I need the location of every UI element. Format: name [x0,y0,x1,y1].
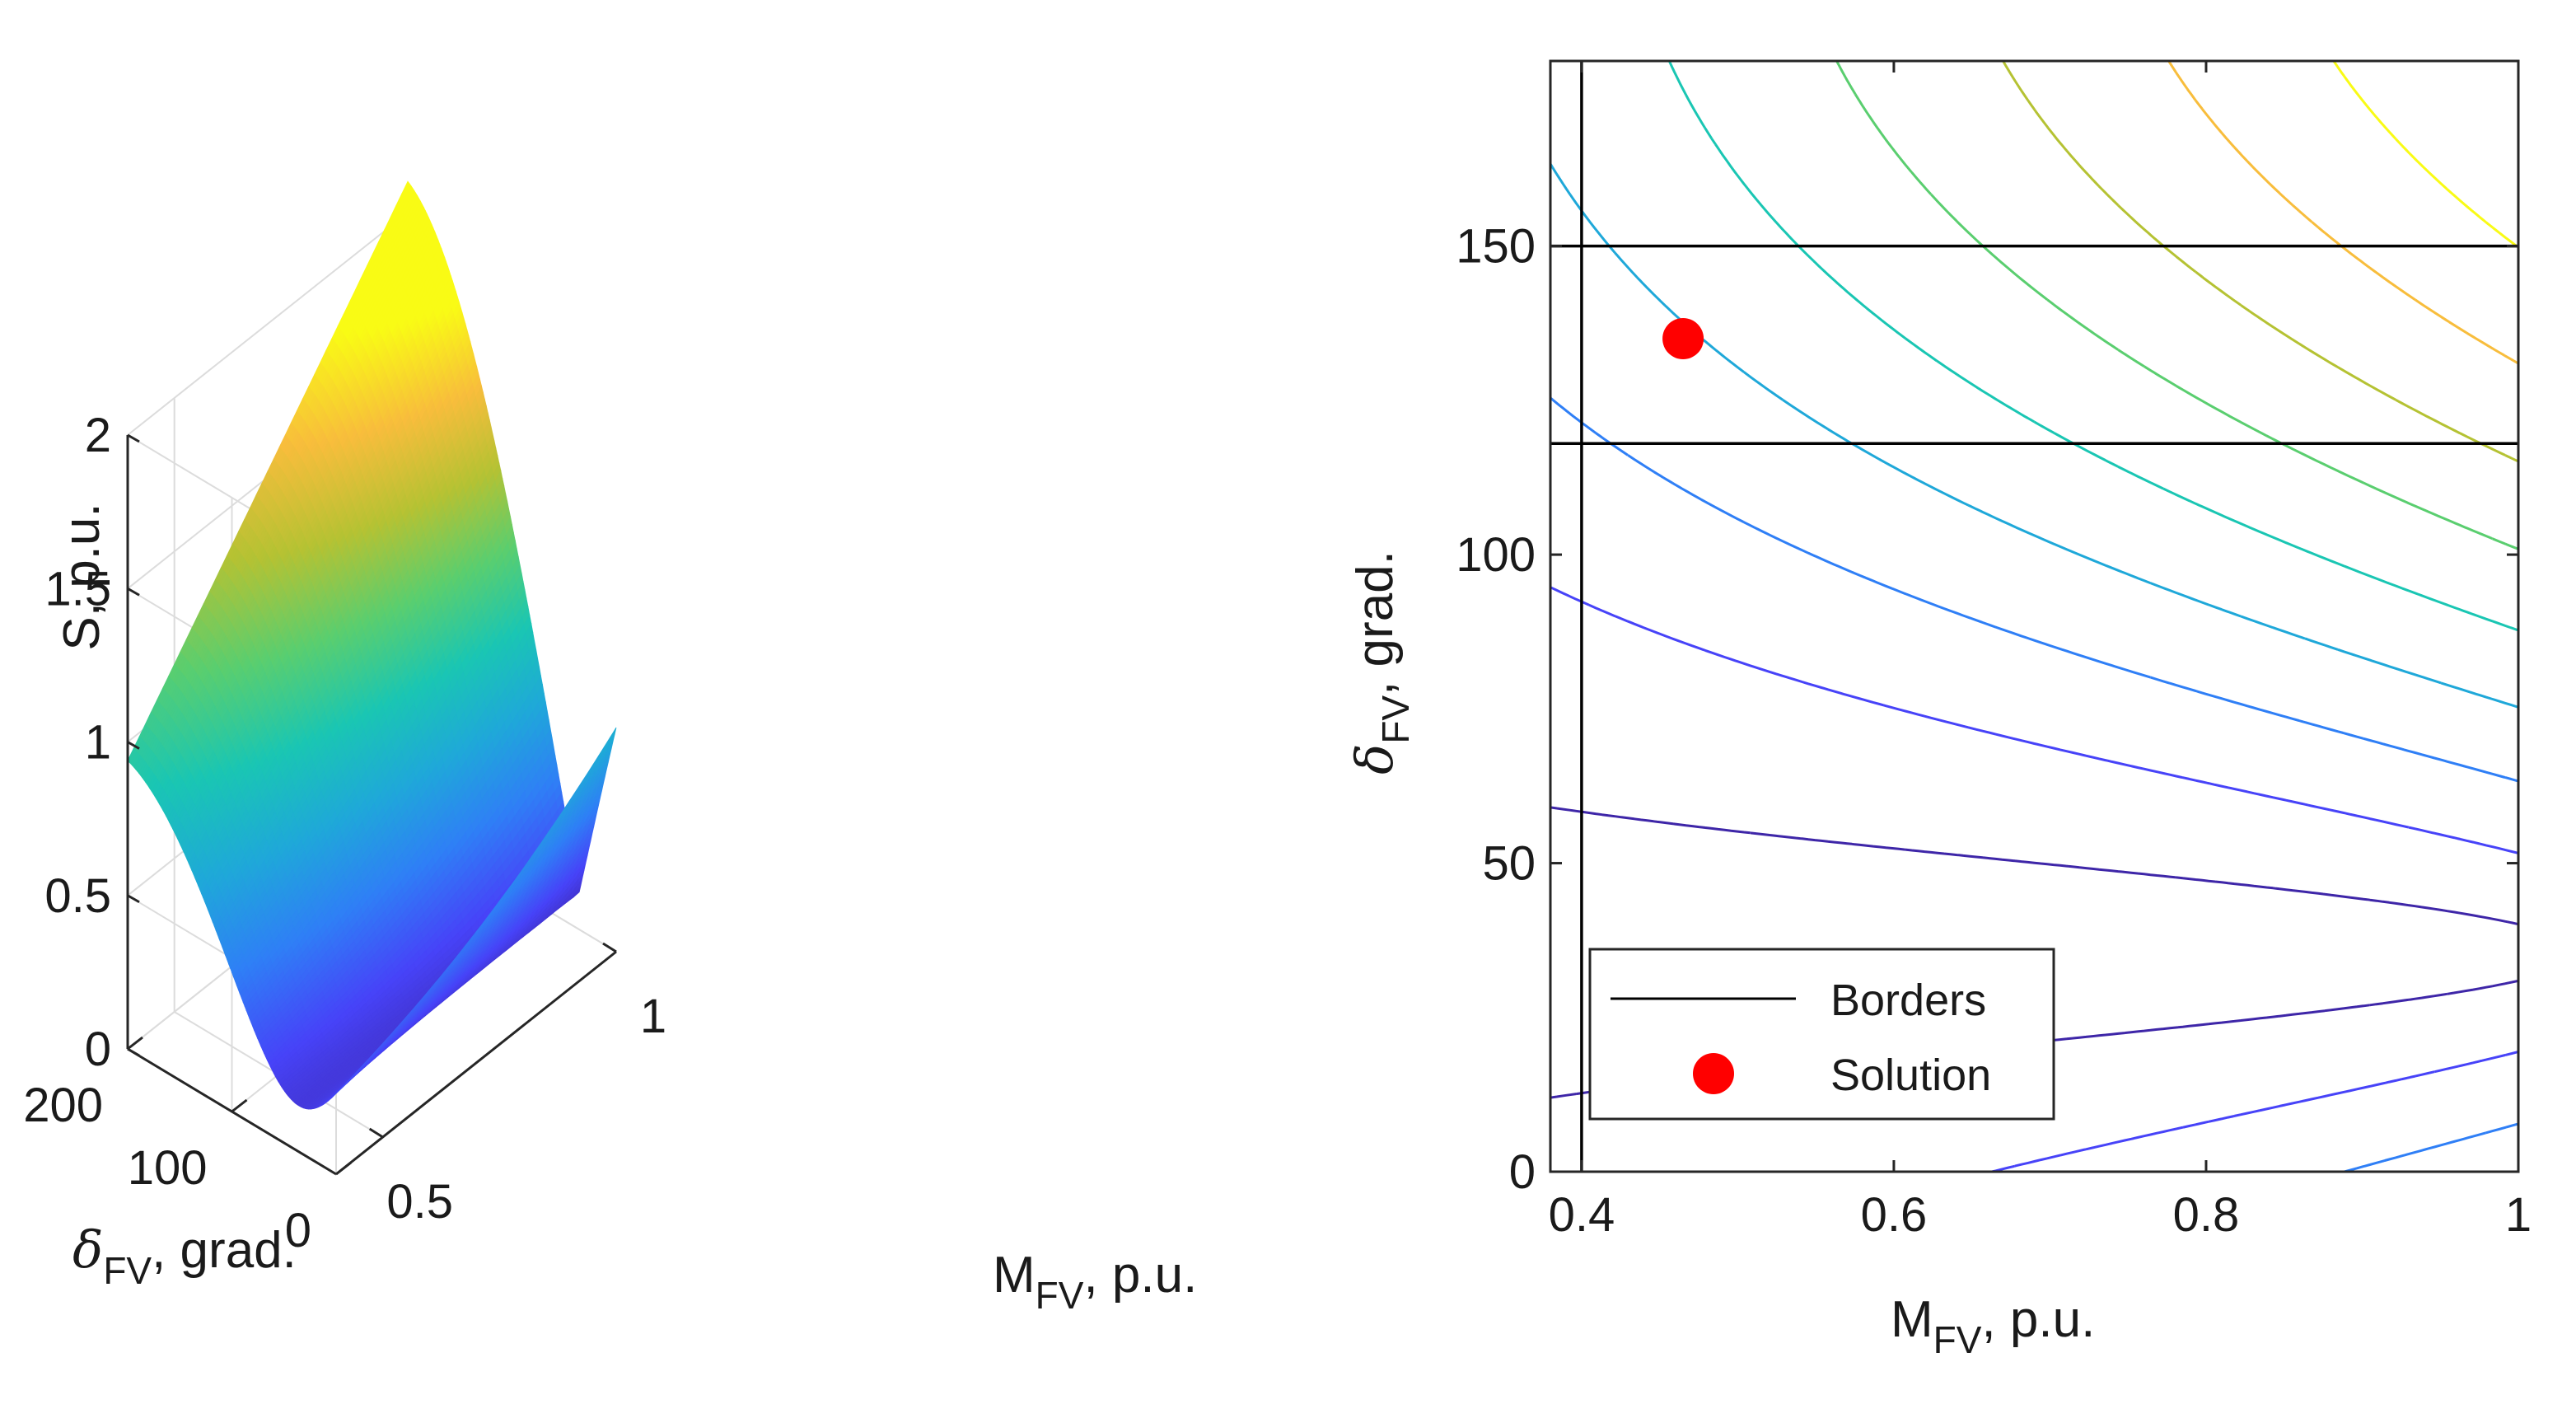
surface-mesh [127,180,617,1110]
